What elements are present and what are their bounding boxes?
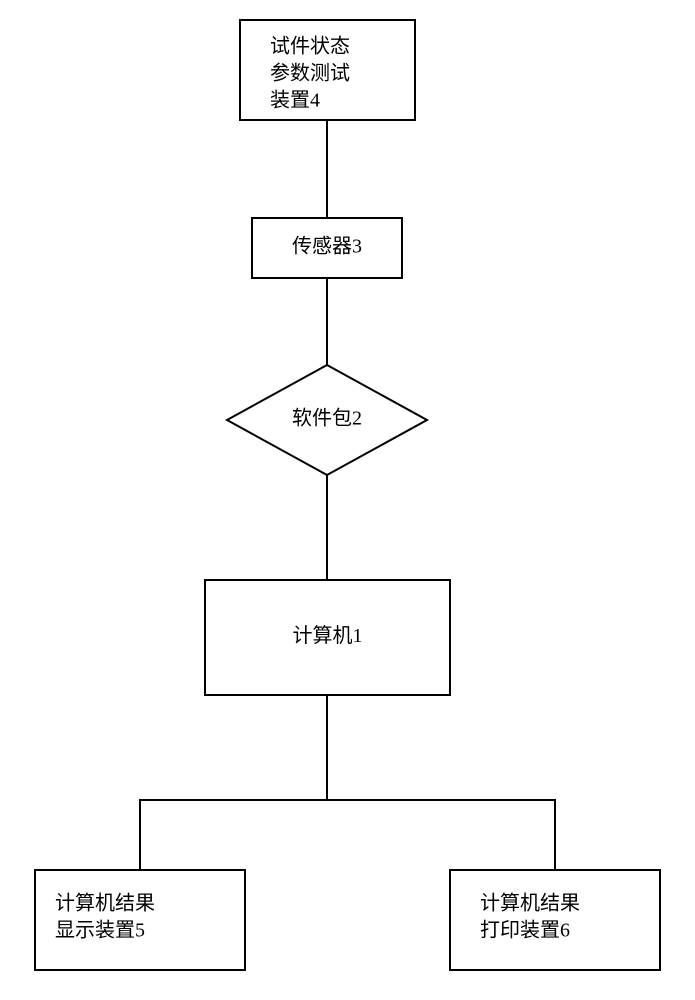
node-n5-label-line-1: 显示装置5 [55,919,145,942]
node-n4-label-line-1: 参数测试 [270,62,350,85]
node-n3-label-line-0: 传感器3 [292,235,362,258]
node-n1-label-line-0: 计算机1 [293,624,363,647]
node-n3: 传感器3 [252,218,402,278]
flowchart-canvas: 试件状态参数测试装置4传感器3软件包2计算机1计算机结果显示装置5计算机结果打印… [0,0,695,1000]
node-n6-label-line-0: 计算机结果 [480,892,580,915]
node-n5-label-line-0: 计算机结果 [55,892,155,915]
node-n1: 计算机1 [205,580,450,695]
node-n6-label-line-1: 打印装置6 [480,919,570,942]
node-n6: 计算机结果打印装置6 [450,870,660,970]
node-n4-label-line-2: 装置4 [270,89,320,112]
node-n2-label-line-0: 软件包2 [292,407,362,430]
node-n5: 计算机结果显示装置5 [35,870,245,970]
node-n4: 试件状态参数测试装置4 [240,20,415,120]
node-n4-label-line-0: 试件状态 [270,35,350,58]
